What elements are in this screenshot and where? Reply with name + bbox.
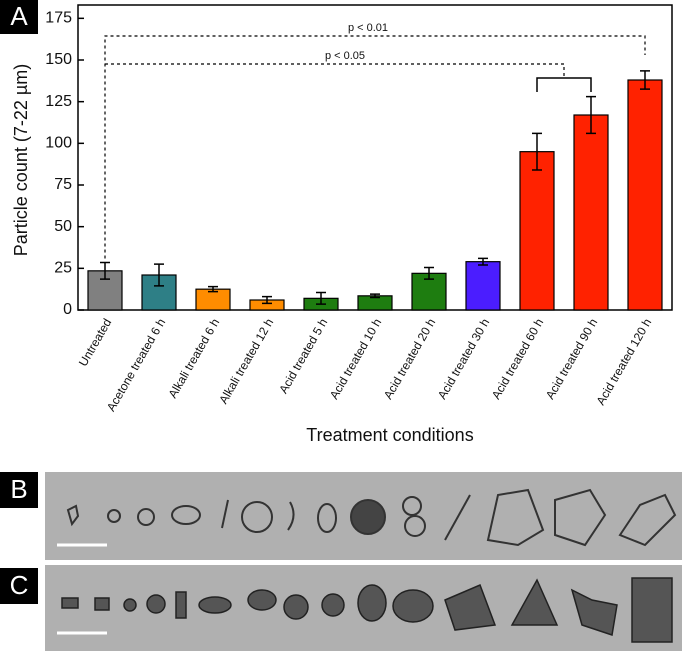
x-tick-label: Acid treated 30 h — [435, 316, 492, 402]
error-bar — [100, 261, 110, 280]
x-tick-label: Alkali treated 12 h — [216, 316, 276, 406]
error-bar — [424, 266, 434, 280]
x-tick-label: Acid treated 90 h — [543, 316, 600, 402]
panel-label-box — [0, 472, 38, 508]
annotation: p < 0.05 — [325, 50, 365, 62]
error-bar — [586, 95, 596, 135]
x-tick-label: Alkali treated 6 h — [166, 316, 223, 400]
y-tick-label: 125 — [45, 93, 72, 110]
panel-label-box — [0, 568, 38, 604]
panel-label: B — [10, 474, 27, 504]
x-tick-label: Acetone treated 6 h — [104, 316, 168, 414]
error-bar — [370, 293, 380, 299]
y-tick-label: 100 — [45, 135, 72, 152]
x-tick-label: Acid treated 120 h — [594, 316, 655, 407]
error-bar — [532, 132, 542, 171]
y-tick-label: 75 — [54, 176, 72, 193]
error-bar — [208, 285, 218, 293]
panel-label-box — [0, 0, 38, 34]
panel-label: C — [10, 570, 29, 600]
x-tick-label: Acid treated 5 h — [276, 316, 330, 396]
x-tick-label: Acid treated 10 h — [327, 316, 384, 402]
significance-line — [104, 35, 646, 259]
bar — [519, 151, 555, 311]
annotation: p < 0.01 — [348, 22, 388, 34]
error-bar — [478, 257, 488, 266]
bar — [573, 114, 609, 311]
error-bar — [640, 70, 650, 90]
error-bar — [262, 295, 272, 305]
x-axis-label: Treatment conditions — [306, 425, 473, 445]
bar — [627, 79, 663, 311]
significance-bracket — [536, 77, 592, 92]
x-tick-label: Acid treated 20 h — [381, 316, 438, 402]
y-tick-label: 0 — [63, 301, 72, 318]
y-tick-label: 150 — [45, 51, 72, 68]
error-bar — [154, 263, 164, 287]
x-tick-label: Acid treated 60 h — [489, 316, 546, 402]
panel-label: A — [10, 1, 28, 31]
error-bar — [316, 291, 326, 305]
particle-images — [66, 488, 677, 547]
bar — [465, 261, 501, 311]
y-tick-label: 175 — [45, 10, 72, 27]
y-tick-label: 50 — [54, 218, 72, 235]
bar — [87, 270, 123, 311]
x-tick-label: Untreated — [76, 316, 114, 369]
particle-images — [61, 577, 673, 643]
y-axis-label: Particle count (7-22 µm) — [11, 64, 31, 256]
y-tick-label: 25 — [54, 260, 72, 277]
significance-line — [105, 63, 565, 78]
